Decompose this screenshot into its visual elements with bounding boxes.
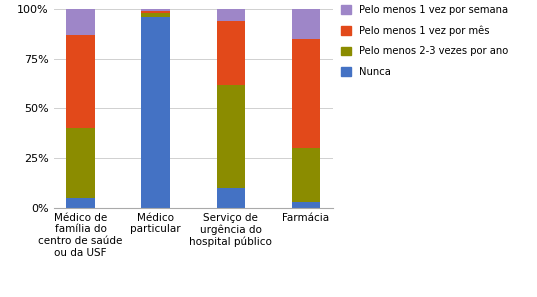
Bar <box>67 198 95 208</box>
Bar <box>292 148 320 202</box>
Bar <box>216 21 245 85</box>
Bar <box>141 11 170 13</box>
Bar <box>292 9 320 39</box>
Legend: Pelo menos 1 vez por semana, Pelo menos 1 vez por mês, Pelo menos 2-3 vezes por : Pelo menos 1 vez por semana, Pelo menos … <box>342 5 509 77</box>
Bar <box>216 188 245 208</box>
Bar <box>141 17 170 208</box>
Bar <box>292 39 320 148</box>
Bar <box>67 128 95 198</box>
Bar <box>216 9 245 21</box>
Bar <box>67 35 95 128</box>
Bar <box>141 13 170 17</box>
Bar <box>67 9 95 35</box>
Bar <box>141 9 170 11</box>
Bar <box>292 202 320 208</box>
Bar <box>216 85 245 188</box>
